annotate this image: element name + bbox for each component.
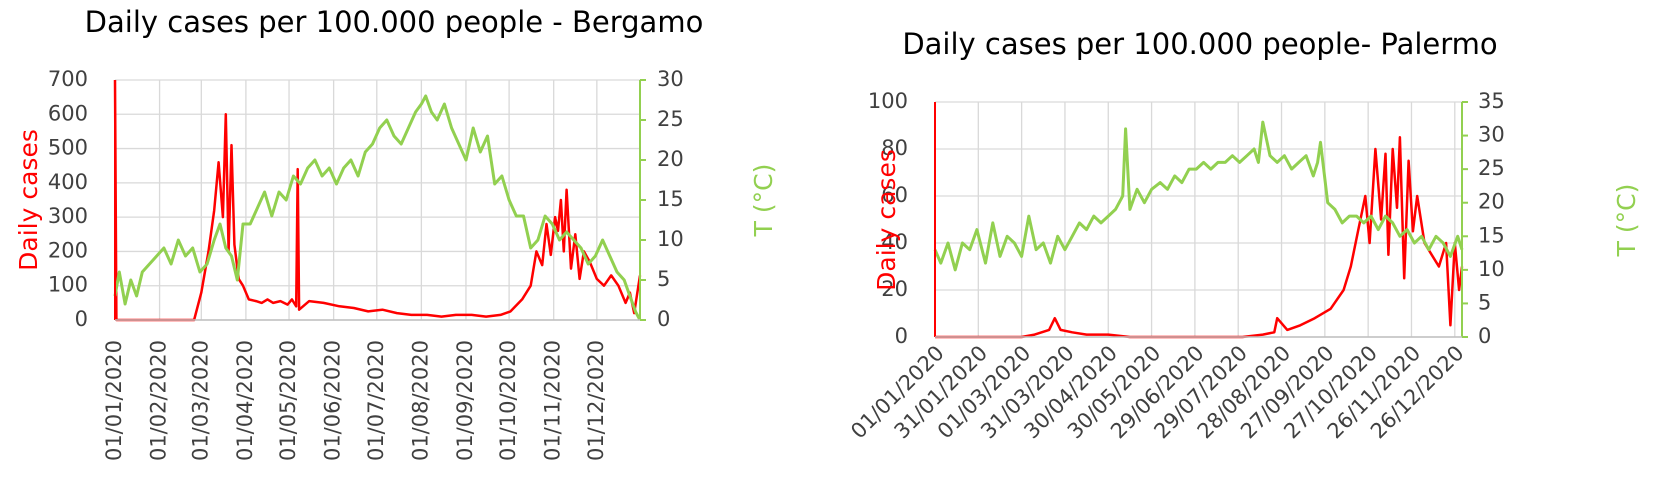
right-tick-labels: 0 5 10 15 20 25 30 35	[1478, 89, 1505, 348]
y-tick-label: 400	[48, 170, 88, 194]
x-tick-label: 01/02/2020	[147, 340, 171, 461]
y2-tick-label: 0	[657, 307, 670, 331]
axes	[114, 79, 646, 321]
y2-tick-label: 10	[1478, 257, 1505, 281]
y2-tick-label: 5	[1478, 290, 1491, 314]
x-tick-label: 01/10/2020	[496, 340, 520, 461]
x-tick-label: 01/03/2020	[188, 340, 212, 461]
y2-tick-label: 0	[1478, 324, 1491, 348]
x-tick-label: 01/06/2020	[321, 340, 345, 461]
cases-series-line	[113, 79, 642, 322]
x-tick-labels: 01/01/2020 01/02/2020 01/03/2020 01/04/2020…	[102, 340, 608, 461]
chart-title: Daily cases per 100.000 people - Bergamo	[85, 5, 704, 39]
y-tick-label: 300	[48, 204, 88, 228]
right-tick-labels: 0 5 10 15 20 25 30	[657, 67, 684, 331]
y2-tick-label: 5	[657, 267, 670, 291]
x-tick-label: 01/12/2020	[584, 340, 608, 461]
x-tick-label: 01/11/2020	[541, 340, 565, 461]
axes	[934, 101, 1468, 338]
y2-tick-label: 30	[1478, 123, 1505, 147]
x-tick-labels: 01/01/202031/01/202001/03/202031/03/2020…	[846, 341, 1468, 444]
y-tick-label: 40	[881, 230, 908, 254]
y2-tick-label: 15	[1478, 223, 1505, 247]
right-axis-label: T (°C)	[1612, 184, 1641, 258]
x-tick-label: 01/04/2020	[233, 340, 257, 461]
y-tick-label: 20	[881, 277, 908, 301]
left-tick-labels: 0 100 200 300 400 500 600 700	[48, 67, 88, 331]
y-tick-label: 60	[881, 183, 908, 207]
y-tick-label: 80	[881, 136, 908, 160]
y2-tick-label: 35	[1478, 89, 1505, 113]
y-tick-label: 100	[868, 89, 908, 113]
left-axis-label: Daily cases	[872, 149, 901, 291]
chart-title: Daily cases per 100.000 people- Palermo	[902, 27, 1497, 61]
y2-tick-label: 30	[657, 67, 684, 91]
y2-tick-label: 10	[657, 227, 684, 251]
y-tick-label: 700	[48, 67, 88, 91]
series-layer	[933, 120, 1464, 339]
y2-tick-label: 15	[657, 187, 684, 211]
y2-tick-label: 20	[1478, 190, 1505, 214]
cases-series-line	[935, 136, 1464, 339]
chart-palermo: Daily cases per 100.000 people- Palermo …	[846, 27, 1641, 443]
x-tick-label: 01/05/2020	[276, 340, 300, 461]
chart-bergamo: Daily cases per 100.000 people - Bergamo…	[14, 5, 778, 461]
x-tick-label: 01/01/2020	[102, 340, 126, 461]
temperature-series-line	[113, 94, 642, 321]
y2-tick-label: 25	[657, 107, 684, 131]
left-axis-label: Daily cases	[14, 129, 43, 271]
y-tick-label: 600	[48, 101, 88, 125]
temperature-series-line	[933, 120, 1464, 272]
y-tick-label: 0	[895, 324, 908, 348]
y-tick-label: 500	[48, 136, 88, 160]
x-tick-label: 01/08/2020	[408, 340, 432, 461]
y-tick-label: 100	[48, 273, 88, 297]
left-tick-labels: 0 20 40 60 80 100	[868, 89, 908, 348]
x-tick-label: 01/07/2020	[364, 340, 388, 461]
y2-tick-label: 20	[657, 147, 684, 171]
right-axis-label: T (°C)	[749, 164, 778, 238]
y2-tick-label: 25	[1478, 156, 1505, 180]
y-tick-label: 0	[75, 307, 88, 331]
y-tick-label: 200	[48, 238, 88, 262]
series-layer	[113, 79, 642, 322]
x-tick-label: 01/09/2020	[453, 340, 477, 461]
